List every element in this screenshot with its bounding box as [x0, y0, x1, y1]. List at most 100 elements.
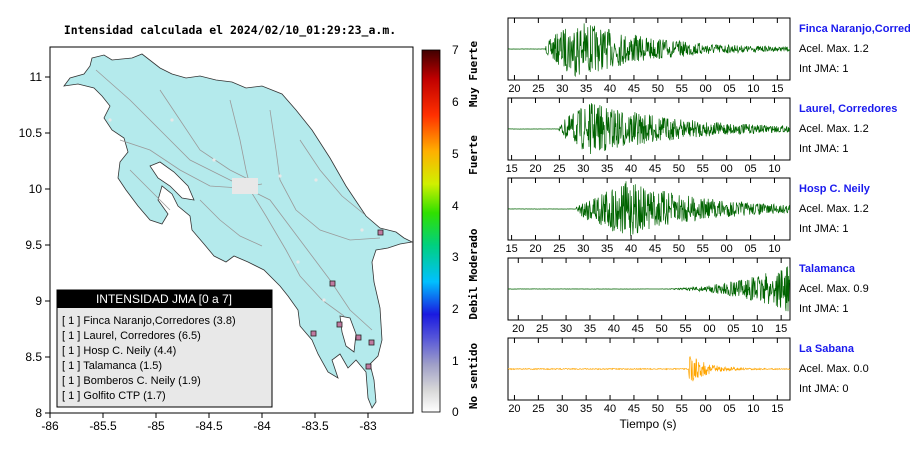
waveform-tick-label: 40: [625, 243, 637, 255]
station-markers: [310, 229, 384, 370]
waveform-panel: 20 25 30 35 40 45 50 55 00 05 10 15 Finca Naranjo,Co…: [507, 17, 910, 95]
colorbar-tick: 3: [452, 250, 459, 264]
max-acceleration: Acel. Max. 0.9: [799, 283, 869, 295]
waveform-tick-label: 45: [649, 243, 661, 255]
town: [212, 158, 216, 162]
map-y-tick: 10: [29, 182, 43, 196]
waveform-tick-label: 45: [628, 403, 640, 415]
waveform-trace: [508, 103, 790, 155]
waveform-tick-label: 05: [727, 323, 739, 335]
map-axes: -86 -85.5 -85 -84.5 -84 -83.5 -83 11 10.…: [19, 70, 377, 433]
waveform-tick-label: 45: [649, 163, 661, 175]
legend-item: [ 1 ] Golfito CTP (1.7): [62, 390, 166, 402]
waveform-tick-label: 30: [577, 243, 589, 255]
colorbar-tick: 4: [452, 199, 459, 213]
waveform-tick-label: 25: [532, 83, 544, 95]
waveform-tick-label: 40: [625, 163, 637, 175]
waveform-tick-label: 15: [505, 243, 517, 255]
waveform-tick-label: 50: [652, 403, 664, 415]
town: [108, 118, 112, 122]
map-y-tick: 9: [35, 294, 42, 308]
waveform-tick-label: 40: [604, 83, 616, 95]
waveform-tick-label: 20: [508, 83, 520, 95]
jma-intensity: Int JMA: 1: [799, 223, 849, 235]
town: [296, 260, 300, 264]
waveform-tick-label: 15: [771, 403, 783, 415]
waveform-tick-label: 10: [747, 403, 759, 415]
waveform-tick-label: 35: [580, 83, 592, 95]
map-y-tick: 8.5: [25, 350, 42, 364]
colorbar: 7 6 5 4 3 2 1 0 Muy Fuerte Fuerte Modera…: [421, 41, 480, 419]
waveform-tick-label: 15: [775, 323, 787, 335]
station-marker: [365, 363, 372, 370]
waveform-panel: 15 20 25 30 35 40 45 50 55 00 05 10 Laurel, Corredor…: [505, 97, 897, 175]
station-name: Finca Naranjo,Corredor: [799, 23, 910, 35]
waveform-tick-label: 45: [632, 323, 644, 335]
jma-intensity: Int JMA: 1: [799, 303, 849, 315]
waveform-tick-label: 05: [744, 243, 756, 255]
waveform-tick-label: 50: [656, 323, 668, 335]
station-marker: [336, 321, 343, 328]
map-frame: [49, 46, 414, 414]
waveform-tick-label: 30: [556, 83, 568, 95]
map-y-tick: 8: [35, 406, 42, 420]
max-acceleration: Acel. Max. 0.0: [799, 363, 869, 375]
max-acceleration: Acel. Max. 1.2: [799, 43, 869, 55]
colorbar-label: Fuerte: [467, 135, 480, 175]
station-name: Talamanca: [799, 263, 856, 275]
legend-item: [ 1 ] Finca Naranjo,Corredores (3.8): [62, 315, 236, 327]
waveform-tick-label: 00: [721, 163, 733, 175]
station-name: La Sabana: [799, 343, 855, 355]
waveform-tick-label: 20: [512, 323, 524, 335]
colorbar-label: Muy Fuerte: [467, 41, 480, 108]
legend-item: [ 1 ] Hosp C. Neily (4.4): [62, 345, 176, 357]
waveform-tick-label: 30: [577, 163, 589, 175]
station-marker: [355, 334, 362, 341]
waveform-trace: [508, 356, 790, 382]
waveform-panel: 15 20 25 30 35 40 45 50 55 00 05 10 Hosp C. Neily Ace…: [505, 177, 871, 255]
colorbar-tick: 6: [452, 95, 459, 109]
waveform-tick-label: 05: [723, 83, 735, 95]
intensity-legend: INTENSIDAD JMA [0 a 7] [ 1 ] Finca Naran…: [56, 289, 273, 408]
x-axis-label: Tiempo (s): [620, 417, 677, 431]
waveform-tick-label: 35: [601, 243, 613, 255]
waveform-trace: [508, 23, 790, 78]
station-name: Hosp C. Neily: [799, 183, 871, 195]
waveform-tick-label: 55: [676, 83, 688, 95]
waveform-panel: 20 25 30 35 40 45 50 55 00 05 10 15 Talamanca Acel. M…: [507, 257, 869, 335]
map-x-tick: -86: [41, 419, 59, 433]
waveform-tick-label: 55: [679, 323, 691, 335]
max-acceleration: Acel. Max. 1.2: [799, 203, 869, 215]
san-jose-urban-area: [232, 178, 258, 194]
waveform-tick-label: 20: [529, 243, 541, 255]
waveform-tick-label: 20: [529, 163, 541, 175]
waveform-tick-label: 40: [608, 323, 620, 335]
legend-item: [ 1 ] Talamanca (1.5): [62, 360, 162, 372]
colorbar-label: Moderado: [467, 228, 480, 281]
legend-box: [56, 289, 273, 408]
max-acceleration: Acel. Max. 1.2: [799, 123, 869, 135]
waveform-trace: [508, 181, 790, 236]
colorbar-label: No sentido: [467, 343, 480, 410]
waveform-tick-label: 00: [700, 83, 712, 95]
colorbar-tick: 1: [452, 354, 459, 368]
waveform-tick-label: 35: [580, 403, 592, 415]
waveform-tick-label: 20: [508, 403, 520, 415]
map-y-tick: 10.5: [19, 126, 43, 140]
waveform-tick-label: 25: [536, 323, 548, 335]
waveform-tick-label: 30: [556, 403, 568, 415]
waveform-tick-label: 50: [673, 163, 685, 175]
colorbar-tick: 0: [452, 405, 459, 419]
jma-intensity: Int JMA: 0: [799, 383, 849, 395]
colorbar-scale: [421, 49, 441, 413]
waveform-panel: 20 25 30 35 40 45 50 55 00 05 10 15 La Sabana Acel. M…: [507, 337, 869, 415]
colorbar-tick: 2: [452, 302, 459, 316]
legend-title: INTENSIDAD JMA [0 a 7]: [96, 292, 232, 306]
land-costa-rica: [63, 53, 413, 409]
station-marker: [377, 229, 384, 236]
waveform-tick-label: 50: [673, 243, 685, 255]
waveform-tick-label: 45: [628, 83, 640, 95]
gulf-nicoya: [149, 161, 195, 201]
waveform-tick-label: 25: [553, 243, 565, 255]
